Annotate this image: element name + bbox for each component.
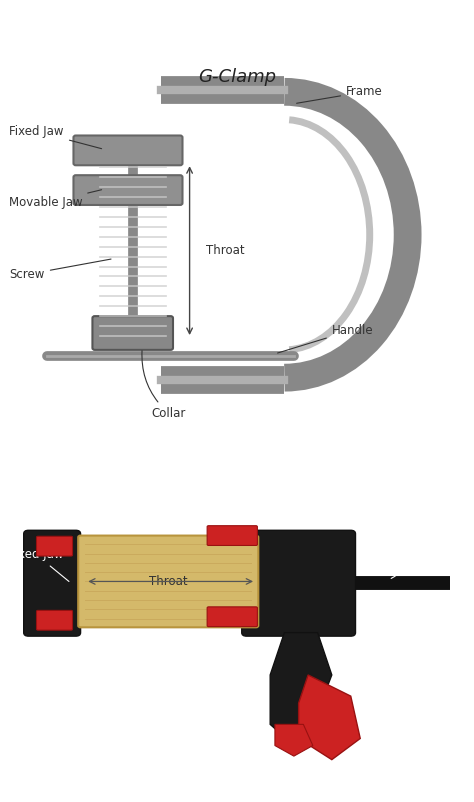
FancyBboxPatch shape: [24, 530, 81, 636]
Text: Handle: Handle: [190, 725, 286, 752]
Text: Release Lever: Release Lever: [180, 638, 269, 682]
Polygon shape: [299, 675, 360, 759]
FancyBboxPatch shape: [92, 316, 173, 350]
Text: Throat: Throat: [149, 575, 188, 588]
FancyBboxPatch shape: [78, 536, 258, 627]
Text: Movable Jaw: Movable Jaw: [9, 190, 101, 209]
Text: G-Clamp: G-Clamp: [198, 68, 276, 86]
Text: Throat: Throat: [206, 244, 245, 257]
Polygon shape: [275, 724, 313, 756]
Text: Frame: Frame: [297, 85, 383, 103]
FancyBboxPatch shape: [36, 537, 73, 556]
Text: ⌂ omenish: ⌂ omenish: [365, 779, 438, 792]
Text: Handle: Handle: [278, 323, 374, 353]
Text: Fixed Jaw: Fixed Jaw: [9, 549, 69, 581]
FancyBboxPatch shape: [242, 530, 356, 636]
FancyBboxPatch shape: [73, 136, 182, 165]
Text: Collar: Collar: [142, 350, 186, 420]
FancyBboxPatch shape: [73, 175, 182, 205]
FancyBboxPatch shape: [207, 607, 257, 626]
Text: Movable Jaw: Movable Jaw: [235, 499, 358, 533]
Text: Screw: Screw: [9, 259, 111, 281]
FancyBboxPatch shape: [207, 525, 257, 545]
Text: Fixed Jaw: Fixed Jaw: [9, 125, 101, 148]
Text: Trigger: Trigger: [344, 736, 430, 766]
FancyBboxPatch shape: [36, 610, 73, 630]
Polygon shape: [270, 633, 332, 746]
Text: PARTS OF A CLAMP: PARTS OF A CLAMP: [110, 14, 364, 38]
Text: Trigger Clamp: Trigger Clamp: [166, 467, 308, 484]
Text: Bar: Bar: [391, 541, 428, 578]
